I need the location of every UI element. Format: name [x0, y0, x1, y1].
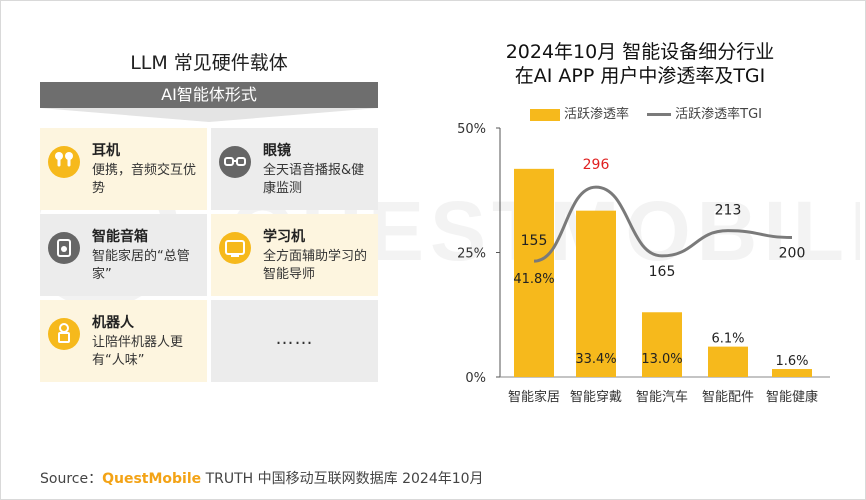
x-tick-label: 智能穿戴	[570, 389, 622, 405]
bar-value-label: 41.8%	[513, 272, 554, 287]
bar-value-label: 1.6%	[775, 354, 808, 369]
chart-legend: 活跃渗透率 活跃渗透率TGI	[530, 103, 776, 122]
robot-icon	[48, 318, 80, 350]
card-desc: 全天语音播报&健康监测	[263, 163, 365, 196]
source-prefix: Source：	[40, 471, 103, 487]
earphones-icon	[48, 146, 80, 178]
card-desc: 便携，音频交互优势	[92, 163, 197, 196]
tablet-icon	[219, 232, 251, 264]
speaker-icon	[48, 232, 80, 264]
tgi-value-label: 213	[715, 203, 742, 219]
device-card-more: ……	[211, 300, 378, 382]
card-desc: 智能家居的“总管家”	[92, 249, 190, 282]
bar	[514, 168, 554, 377]
legend-item-bar: 活跃渗透率	[530, 103, 629, 122]
legend-item-line: 活跃渗透率TGI	[647, 103, 762, 122]
device-card-earphones: 耳机 便携，音频交互优势	[40, 128, 207, 210]
x-tick-label: 智能汽车	[636, 389, 688, 405]
card-title: 眼镜	[263, 143, 291, 159]
left-panel-title: LLM 常见硬件载体	[130, 52, 288, 74]
card-title: 智能音箱	[92, 229, 148, 245]
tgi-value-label: 155	[521, 233, 548, 249]
card-desc: 全方面辅助学习的智能导师	[263, 249, 368, 282]
card-title: 耳机	[92, 143, 120, 159]
chart-title: 2024年10月 智能设备细分行业 在AI APP 用户中渗透率及TGI	[430, 40, 850, 88]
bar	[772, 369, 812, 377]
glasses-icon	[219, 146, 251, 178]
device-card-tablet: 学习机 全方面辅助学习的智能导师	[211, 214, 378, 296]
chart-title-line-1: 2024年10月 智能设备细分行业	[505, 41, 775, 63]
banner-arrow	[40, 108, 378, 122]
legend-line-label: 活跃渗透率TGI	[675, 107, 763, 122]
y-tick-label: 50%	[457, 122, 486, 137]
bar-value-label: 6.1%	[711, 332, 744, 347]
legend-line-swatch	[647, 113, 672, 116]
card-title: 机器人	[92, 315, 134, 331]
chart-title-line-2: 在AI APP 用户中渗透率及TGI	[514, 65, 766, 87]
card-desc: 让陪伴机器人更有“人味”	[92, 335, 184, 368]
device-card-robot: 机器人 让陪伴机器人更有“人味”	[40, 300, 207, 382]
device-card-glasses: 眼镜 全天语音播报&健康监测	[211, 128, 378, 210]
tgi-value-label: 200	[779, 246, 806, 262]
chart-plot: 50%25%0%41.8%33.4% 13.0%6.1%1.6%智能家居 智能穿戴智…	[457, 122, 830, 405]
legend-bar-label: 活跃渗透率	[564, 107, 630, 122]
source-rest: TRUTH 中国移动互联网数据库 2024年10月	[201, 471, 484, 487]
y-tick-label: 25%	[457, 247, 486, 262]
source-note: Source：QuestMobile TRUTH 中国移动互联网数据库 2024…	[40, 468, 484, 488]
legend-bar-swatch	[530, 108, 560, 121]
tgi-value-label: 165	[649, 264, 676, 280]
x-tick-label: 智能健康	[766, 389, 818, 405]
card-title: 学习机	[263, 229, 305, 245]
more-ellipsis: ……	[275, 328, 314, 349]
tgi-line	[533, 185, 793, 263]
bar-value-label: 33.4%	[575, 352, 616, 367]
bar	[642, 312, 682, 377]
bar	[576, 210, 616, 377]
x-tick-label: 智能家居	[508, 389, 560, 405]
bar	[708, 346, 748, 377]
bar-value-label: 13.0%	[641, 352, 682, 367]
source-brand: QuestMobile	[102, 471, 202, 487]
device-card-speaker: 智能音箱 智能家居的“总管家”	[40, 214, 207, 296]
form-banner: AI智能体形式	[40, 82, 378, 108]
y-tick-label: 0%	[465, 371, 486, 386]
tgi-value-label: 296	[583, 157, 610, 173]
x-tick-label: 智能配件	[702, 390, 754, 405]
